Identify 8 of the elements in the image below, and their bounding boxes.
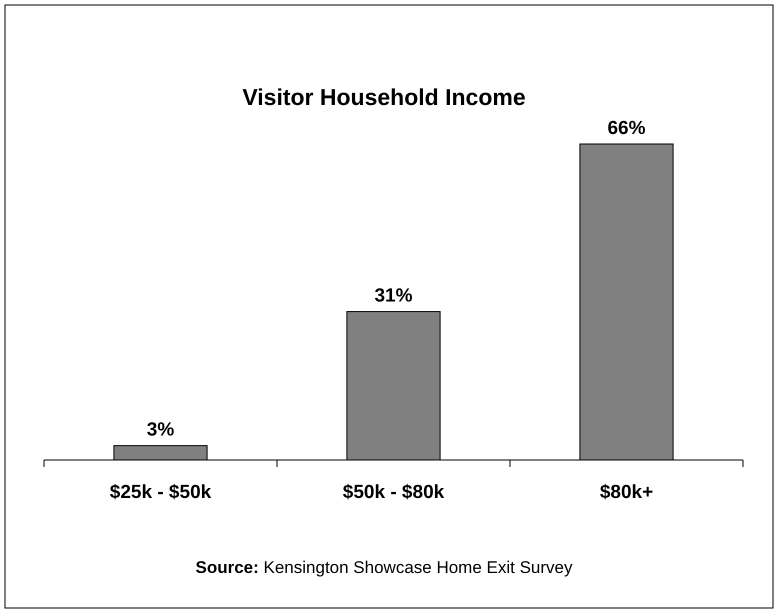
data-label: 31% xyxy=(374,286,413,307)
data-label: 3% xyxy=(146,420,174,441)
data-label: 66% xyxy=(607,118,646,139)
x-tick-label: $50k - $80k xyxy=(342,482,445,503)
chart-title: Visitor Household Income xyxy=(242,84,526,110)
source-note: Source: Kensington Showcase Home Exit Survey xyxy=(195,558,573,577)
x-tick-label: $25k - $50k xyxy=(110,482,212,503)
x-tick-label: $80k+ xyxy=(600,482,654,503)
